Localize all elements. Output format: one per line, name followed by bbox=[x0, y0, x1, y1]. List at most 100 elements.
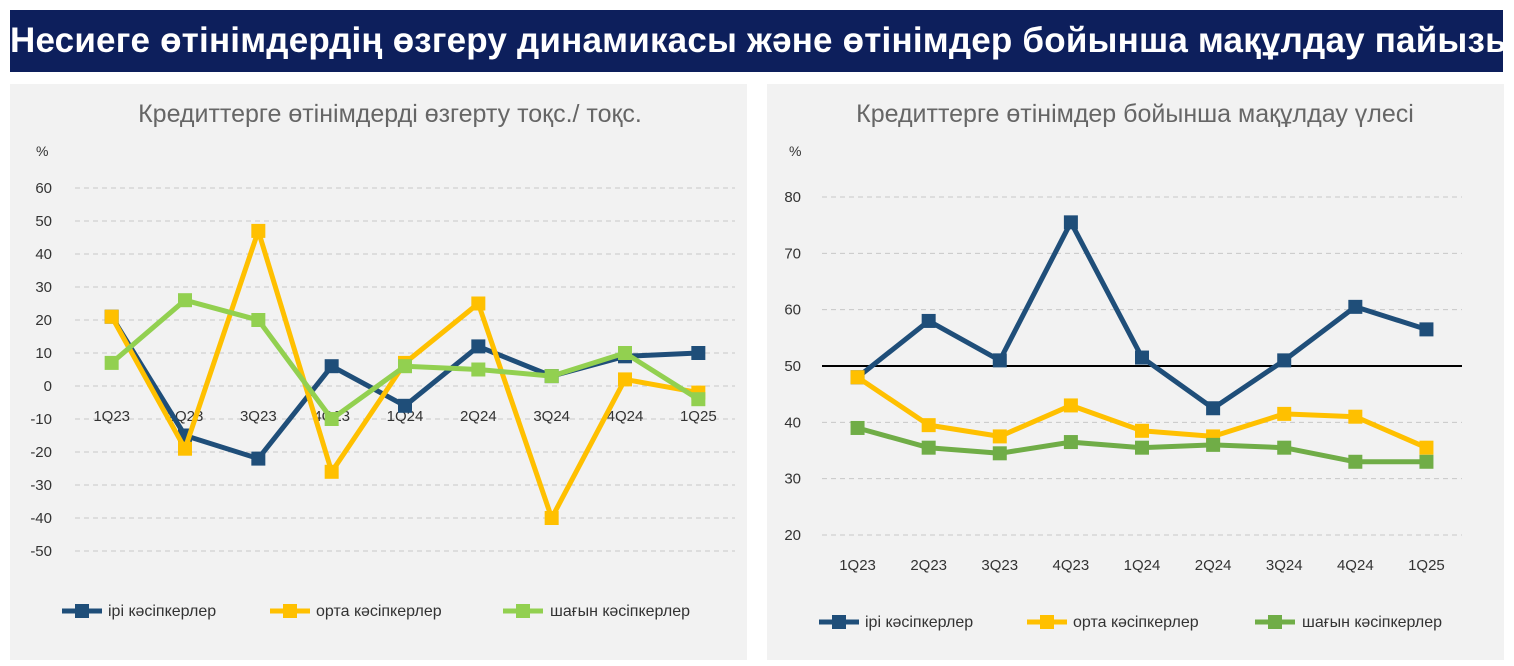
data-point bbox=[1419, 322, 1434, 337]
x-tick-label: 4Q24 bbox=[607, 408, 644, 425]
x-tick-label: 2Q23 bbox=[910, 557, 947, 574]
data-point bbox=[251, 223, 266, 238]
x-tick-label: 3Q23 bbox=[981, 557, 1018, 574]
x-tick-label: 1Q23 bbox=[839, 557, 876, 574]
data-point bbox=[324, 359, 339, 374]
series-line bbox=[109, 315, 699, 462]
legend-marker bbox=[516, 604, 530, 618]
legend-marker bbox=[832, 615, 846, 629]
data-point bbox=[178, 441, 192, 456]
data-point bbox=[104, 355, 119, 370]
data-point bbox=[1063, 215, 1078, 230]
data-point bbox=[1277, 406, 1292, 421]
data-point bbox=[921, 313, 936, 328]
y-tick-label: 10 bbox=[35, 345, 52, 362]
legend-marker bbox=[283, 604, 297, 618]
data-point bbox=[251, 313, 266, 327]
y-axis-unit: % bbox=[36, 143, 48, 159]
y-tick-label: 50 bbox=[35, 213, 52, 230]
legend-label: шағын кәсіпкерлер bbox=[1302, 614, 1442, 631]
y-tick-label: 20 bbox=[35, 312, 52, 329]
data-point bbox=[1135, 423, 1149, 438]
legend-marker bbox=[1040, 615, 1054, 629]
series-line bbox=[109, 228, 699, 521]
data-point bbox=[1419, 454, 1434, 469]
legend-label: орта кәсіпкерлер bbox=[316, 603, 442, 620]
data-point bbox=[1063, 435, 1078, 450]
x-tick-label: 1Q25 bbox=[1408, 557, 1445, 574]
y-tick-label: -40 bbox=[30, 510, 52, 527]
y-tick-label: 30 bbox=[35, 279, 52, 296]
data-point bbox=[1135, 440, 1149, 455]
data-point bbox=[398, 359, 412, 374]
chart-approval-share: Кредиттерге өтінімдер бойынша мақұлдау ү… bbox=[784, 100, 1462, 631]
data-point bbox=[1206, 437, 1221, 452]
header-banner: Несиеге өтінімдердің өзгеру динамикасы ж… bbox=[10, 10, 1514, 72]
data-point bbox=[104, 309, 119, 324]
y-tick-label: 40 bbox=[35, 246, 52, 263]
series-line bbox=[856, 219, 1428, 411]
data-point bbox=[850, 370, 865, 385]
y-tick-label: 30 bbox=[784, 471, 801, 488]
data-point bbox=[1348, 409, 1363, 424]
x-tick-label: 3Q24 bbox=[533, 408, 570, 425]
x-tick-label: 1Q24 bbox=[387, 408, 424, 425]
data-point bbox=[178, 293, 192, 308]
data-point bbox=[471, 296, 486, 311]
x-tick-label: 1Q25 bbox=[680, 408, 717, 425]
data-point bbox=[1277, 440, 1292, 455]
data-point bbox=[1135, 350, 1149, 365]
x-tick-label: 3Q23 bbox=[240, 408, 277, 425]
data-point bbox=[1063, 398, 1078, 413]
data-point bbox=[618, 372, 632, 387]
legend-marker bbox=[1268, 615, 1282, 629]
y-tick-label: -50 bbox=[30, 543, 52, 560]
y-tick-label: -30 bbox=[30, 477, 52, 494]
data-point bbox=[398, 398, 412, 413]
data-point bbox=[921, 418, 936, 433]
data-point bbox=[992, 353, 1007, 368]
chart-panel-left: Кредиттерге өтінімдерді өзгерту тоқс./ т… bbox=[10, 84, 747, 660]
y-tick-label: 60 bbox=[784, 302, 801, 319]
y-tick-label: 70 bbox=[784, 245, 801, 262]
chart-change-in-applications: Кредиттерге өтінімдерді өзгерту тоқс./ т… bbox=[30, 100, 735, 620]
y-axis-unit: % bbox=[789, 143, 801, 159]
x-tick-label: 2Q24 bbox=[1195, 557, 1232, 574]
data-point bbox=[1206, 401, 1221, 416]
data-point bbox=[850, 420, 865, 435]
legend-label: орта кәсіпкерлер bbox=[1073, 614, 1199, 631]
data-point bbox=[1277, 353, 1292, 368]
data-point bbox=[618, 346, 632, 360]
data-point bbox=[544, 369, 559, 384]
data-point bbox=[324, 412, 339, 426]
x-tick-label: 3Q24 bbox=[1266, 557, 1303, 574]
data-point bbox=[471, 339, 486, 354]
x-tick-label: 1Q24 bbox=[1124, 557, 1161, 574]
y-tick-label: -20 bbox=[30, 444, 52, 461]
data-point bbox=[1348, 454, 1363, 469]
data-point bbox=[992, 429, 1007, 444]
data-point bbox=[1419, 440, 1434, 455]
y-tick-label: -10 bbox=[30, 411, 52, 428]
y-tick-label: 60 bbox=[35, 180, 52, 197]
y-tick-label: 0 bbox=[44, 378, 52, 395]
legend-label: шағын кәсіпкерлер bbox=[550, 603, 690, 620]
data-point bbox=[251, 451, 266, 466]
x-tick-label: 1Q23 bbox=[93, 408, 130, 425]
data-point bbox=[691, 392, 706, 407]
data-point bbox=[992, 446, 1007, 461]
data-point bbox=[324, 464, 339, 479]
legend-label: ірі кәсіпкерлер bbox=[865, 614, 973, 631]
chart-title: Кредиттерге өтінімдерді өзгерту тоқс./ т… bbox=[138, 100, 642, 128]
legend-label: ірі кәсіпкерлер bbox=[108, 603, 216, 620]
y-tick-label: 50 bbox=[784, 358, 801, 375]
legend-marker bbox=[75, 604, 89, 618]
y-tick-label: 40 bbox=[784, 414, 801, 431]
x-tick-label: 2Q24 bbox=[460, 408, 497, 425]
y-tick-label: 80 bbox=[784, 189, 801, 206]
data-point bbox=[691, 346, 706, 360]
x-tick-label: 4Q24 bbox=[1337, 557, 1374, 574]
data-point bbox=[544, 511, 559, 525]
page-title: Несиеге өтінімдердің өзгеру динамикасы ж… bbox=[10, 21, 1514, 60]
x-tick-label: 4Q23 bbox=[1053, 557, 1090, 574]
